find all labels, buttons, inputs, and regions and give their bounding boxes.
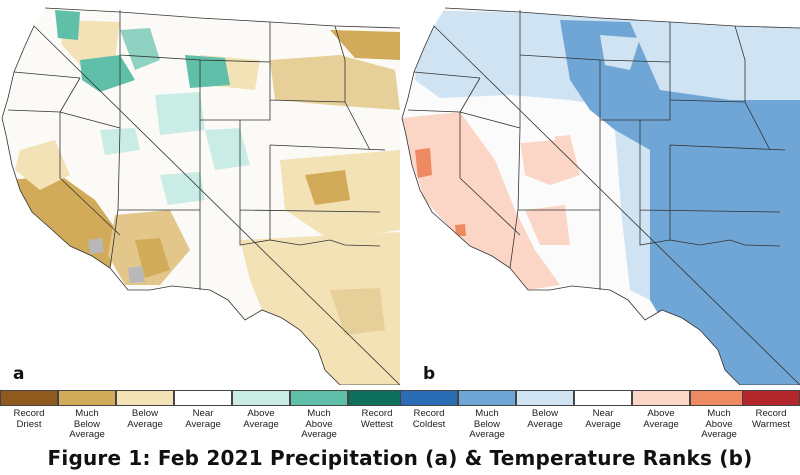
legend-item-above-average-temp: Above Average (632, 390, 690, 430)
legend-item-near-average-precip: Near Average (174, 390, 232, 430)
legend-swatch (632, 390, 690, 406)
legend-item-above-average-precip: Above Average (232, 390, 290, 430)
legend-swatch (116, 390, 174, 406)
legend-label: Below Average (127, 408, 163, 430)
legend-item-much-above-average-precip: Much Above Average (290, 390, 348, 441)
legend-swatch (400, 390, 458, 406)
legend-item-much-below-average-temp: Much Below Average (458, 390, 516, 441)
legend-label: Near Average (185, 408, 221, 430)
legend-swatch (232, 390, 290, 406)
legend-item-record-coldest: Record Coldest (400, 390, 458, 430)
legend-swatch (0, 390, 58, 406)
legend-item-much-below-average-precip: Much Below Average (58, 390, 116, 441)
legend-label: Above Average (643, 408, 679, 430)
legend-label: Much Above Average (301, 408, 337, 440)
panel-letter-b: b (423, 364, 436, 384)
legend-swatch (174, 390, 232, 406)
legend-label: Near Average (585, 408, 621, 430)
precipitation-rank-map (1, 7, 400, 385)
legend-label: Record Warmest (751, 408, 791, 430)
legend-label: Below Average (527, 408, 563, 430)
legend-label: Record Coldest (412, 408, 446, 430)
panel-letter-a: a (13, 364, 25, 384)
legend-swatch (348, 390, 406, 406)
legend: Record Driest Much Below Average Below A… (0, 390, 800, 446)
legend-item-near-average-temp: Near Average (574, 390, 632, 430)
legend-item-below-average-precip: Below Average (116, 390, 174, 430)
state-borders (1, 7, 400, 385)
temperature-rank-map (401, 7, 800, 385)
legend-swatch (574, 390, 632, 406)
legend-swatch (290, 390, 348, 406)
legend-swatch (58, 390, 116, 406)
legend-item-record-wettest: Record Wettest (348, 390, 406, 430)
legend-label: Record Wettest (360, 408, 394, 430)
legend-label: Much Below Average (469, 408, 505, 440)
legend-item-below-average-temp: Below Average (516, 390, 574, 430)
legend-swatch (516, 390, 574, 406)
legend-item-record-driest: Record Driest (0, 390, 58, 430)
legend-item-record-warmest: Record Warmest (742, 390, 800, 430)
legend-swatch (742, 390, 800, 406)
figure-caption: Figure 1: Feb 2021 Precipitation (a) & T… (47, 446, 753, 470)
legend-swatch (690, 390, 748, 406)
legend-label: Much Below Average (69, 408, 105, 440)
legend-swatch (458, 390, 516, 406)
legend-label: Above Average (243, 408, 279, 430)
legend-item-much-above-average-temp: Much Above Average (690, 390, 748, 441)
legend-label: Much Above Average (701, 408, 737, 440)
state-borders (401, 7, 800, 385)
legend-label: Record Driest (13, 408, 45, 430)
precipitation-rank-shading (2, 8, 400, 385)
